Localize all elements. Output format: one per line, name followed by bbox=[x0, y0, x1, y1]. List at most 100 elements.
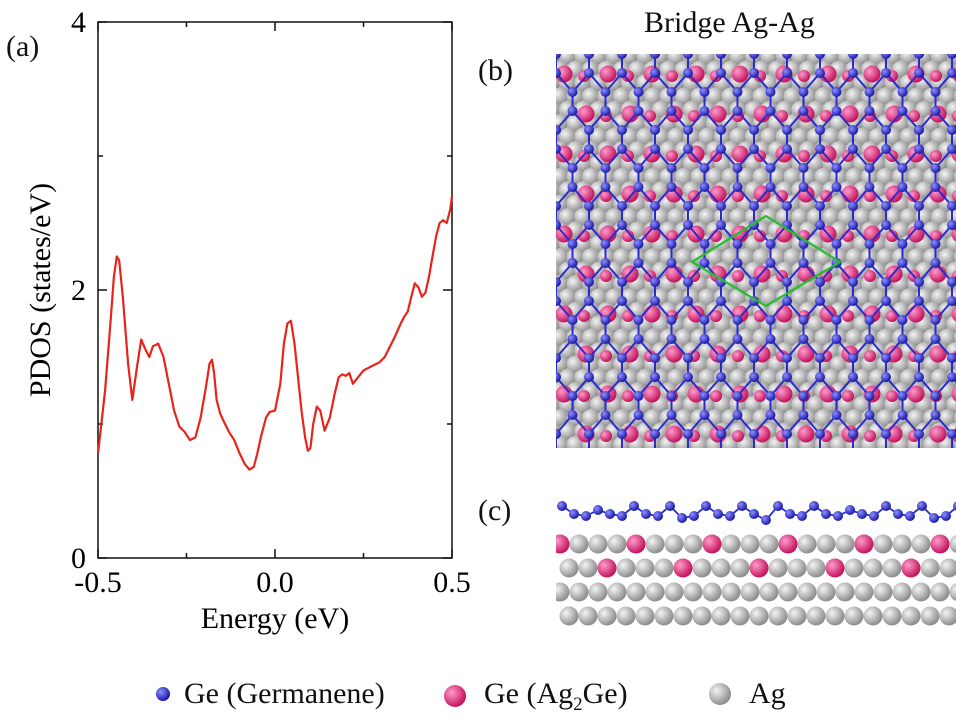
ge-germanene-atom bbox=[650, 220, 660, 230]
y-tick-label: 2 bbox=[71, 274, 86, 307]
ge-germanene-atom bbox=[947, 68, 956, 78]
ge-ag2ge-atom bbox=[732, 270, 744, 282]
ag-atom bbox=[667, 369, 685, 387]
ge-germanene-atom bbox=[930, 334, 941, 344]
ge-germanene-atom bbox=[683, 54, 693, 59]
ge-germanene-atom bbox=[556, 220, 561, 230]
ge-germanene-atom bbox=[617, 296, 627, 306]
legend-item-ge-germanene: Ge (Germanene) bbox=[150, 672, 385, 716]
ge-ag2ge-atom bbox=[709, 105, 727, 123]
ag-atom bbox=[749, 606, 769, 626]
ge-germanene-atom bbox=[600, 163, 611, 173]
ge-germanene-atom bbox=[765, 334, 776, 344]
ge-germanene-atom bbox=[881, 201, 891, 211]
ge-germanene-atom bbox=[914, 353, 924, 363]
ag-atom bbox=[822, 208, 840, 226]
y-tick-label: 0 bbox=[71, 542, 86, 575]
ag-atom bbox=[644, 328, 662, 346]
ag-atom bbox=[892, 534, 912, 554]
ge-germanene-atom bbox=[556, 201, 561, 211]
ge-ag2ge-atom bbox=[864, 190, 876, 202]
ag-atom bbox=[626, 582, 646, 602]
ge-ag2ge-atom bbox=[599, 65, 617, 83]
ge-ag2ge-atom bbox=[797, 425, 815, 443]
ge-ag2ge-atom bbox=[626, 534, 646, 554]
ag-atom bbox=[752, 87, 770, 105]
ge-germanene-atom bbox=[666, 106, 677, 116]
ge-germanene-atom bbox=[864, 410, 875, 420]
ag-atom bbox=[899, 288, 918, 306]
ag-atom bbox=[759, 582, 779, 602]
ge-ag2ge-atom bbox=[578, 310, 590, 322]
ge-germanene-atom bbox=[567, 315, 578, 325]
ge-germanene-atom bbox=[666, 163, 677, 173]
ge-germanene-atom bbox=[749, 372, 759, 382]
ge-germanene-atom bbox=[650, 201, 660, 211]
ge-germanene-atom bbox=[930, 410, 941, 420]
ag-atom bbox=[907, 328, 925, 346]
ge-germanene-atom bbox=[567, 391, 578, 401]
ge-ag2ge-atom bbox=[885, 185, 903, 203]
ge-germanene-atom bbox=[633, 106, 644, 116]
ge-germanene-atom bbox=[857, 509, 867, 519]
ge-germanene-atom bbox=[683, 144, 693, 154]
ge-germanene-atom bbox=[617, 220, 627, 230]
ag-atom bbox=[729, 127, 747, 145]
ge-germanene-atom bbox=[773, 501, 783, 511]
ge-germanene-atom bbox=[650, 125, 660, 135]
ge-germanene-atom bbox=[815, 54, 825, 59]
ge-germanene-atom bbox=[650, 429, 660, 439]
ag-atom bbox=[920, 606, 940, 626]
ag-atom bbox=[930, 208, 949, 226]
ge-germanene-atom bbox=[732, 239, 743, 249]
ge-ag2ge-atom bbox=[556, 534, 570, 554]
ge-germanene-atom bbox=[716, 144, 726, 154]
ge-germanene-atom bbox=[584, 144, 594, 154]
ge-germanene-atom bbox=[798, 163, 809, 173]
ge-germanene-atom bbox=[897, 239, 908, 249]
ag-atom bbox=[692, 558, 712, 578]
ge-germanene-atom bbox=[633, 87, 644, 97]
ag-atom bbox=[698, 369, 716, 387]
ge-germanene-atom bbox=[798, 391, 809, 401]
ag-atom bbox=[899, 208, 918, 226]
ge-germanene-atom bbox=[666, 391, 677, 401]
ge-germanene-atom bbox=[732, 410, 743, 420]
ag-atom bbox=[814, 87, 832, 105]
ge-germanene-atom bbox=[716, 220, 726, 230]
ge-germanene-atom bbox=[650, 68, 660, 78]
ag-atom bbox=[907, 409, 925, 427]
blue-sphere-icon bbox=[156, 687, 170, 701]
ag-atom bbox=[569, 582, 589, 602]
ag-atom bbox=[582, 328, 600, 346]
ge-germanene-atom bbox=[749, 125, 759, 135]
ag-atom bbox=[791, 127, 809, 145]
ge-germanene-atom bbox=[584, 201, 594, 211]
ge-ag2ge-atom bbox=[951, 226, 956, 242]
ag-atom bbox=[876, 409, 894, 427]
ge-ag2ge-atom bbox=[952, 110, 956, 122]
ge-ag2ge-atom bbox=[776, 190, 788, 202]
ag-atom bbox=[556, 328, 569, 346]
ge-germanene-atom bbox=[782, 144, 792, 154]
ag-atom bbox=[911, 582, 931, 602]
ge-germanene-atom bbox=[848, 54, 858, 59]
ag-atom bbox=[636, 288, 654, 306]
ge-germanene-atom bbox=[953, 501, 956, 511]
ag-atom bbox=[844, 606, 864, 626]
ge-germanene-atom bbox=[765, 163, 776, 173]
ag-atom bbox=[730, 558, 750, 578]
ge-germanene-atom bbox=[815, 296, 825, 306]
ge-germanene-atom bbox=[914, 220, 924, 230]
ge-germanene-atom bbox=[815, 68, 825, 78]
ge-germanene-atom bbox=[641, 509, 651, 519]
ge-germanene-atom bbox=[556, 125, 561, 135]
ge-germanene-atom bbox=[699, 182, 710, 192]
ag-atom bbox=[644, 87, 662, 105]
ag-atom bbox=[920, 558, 940, 578]
ge-germanene-atom bbox=[848, 125, 858, 135]
ge-ag2ge-atom bbox=[754, 230, 766, 242]
ge-germanene-atom bbox=[905, 511, 915, 521]
ge-germanene-atom bbox=[869, 511, 879, 521]
ge-germanene-atom bbox=[782, 125, 792, 135]
